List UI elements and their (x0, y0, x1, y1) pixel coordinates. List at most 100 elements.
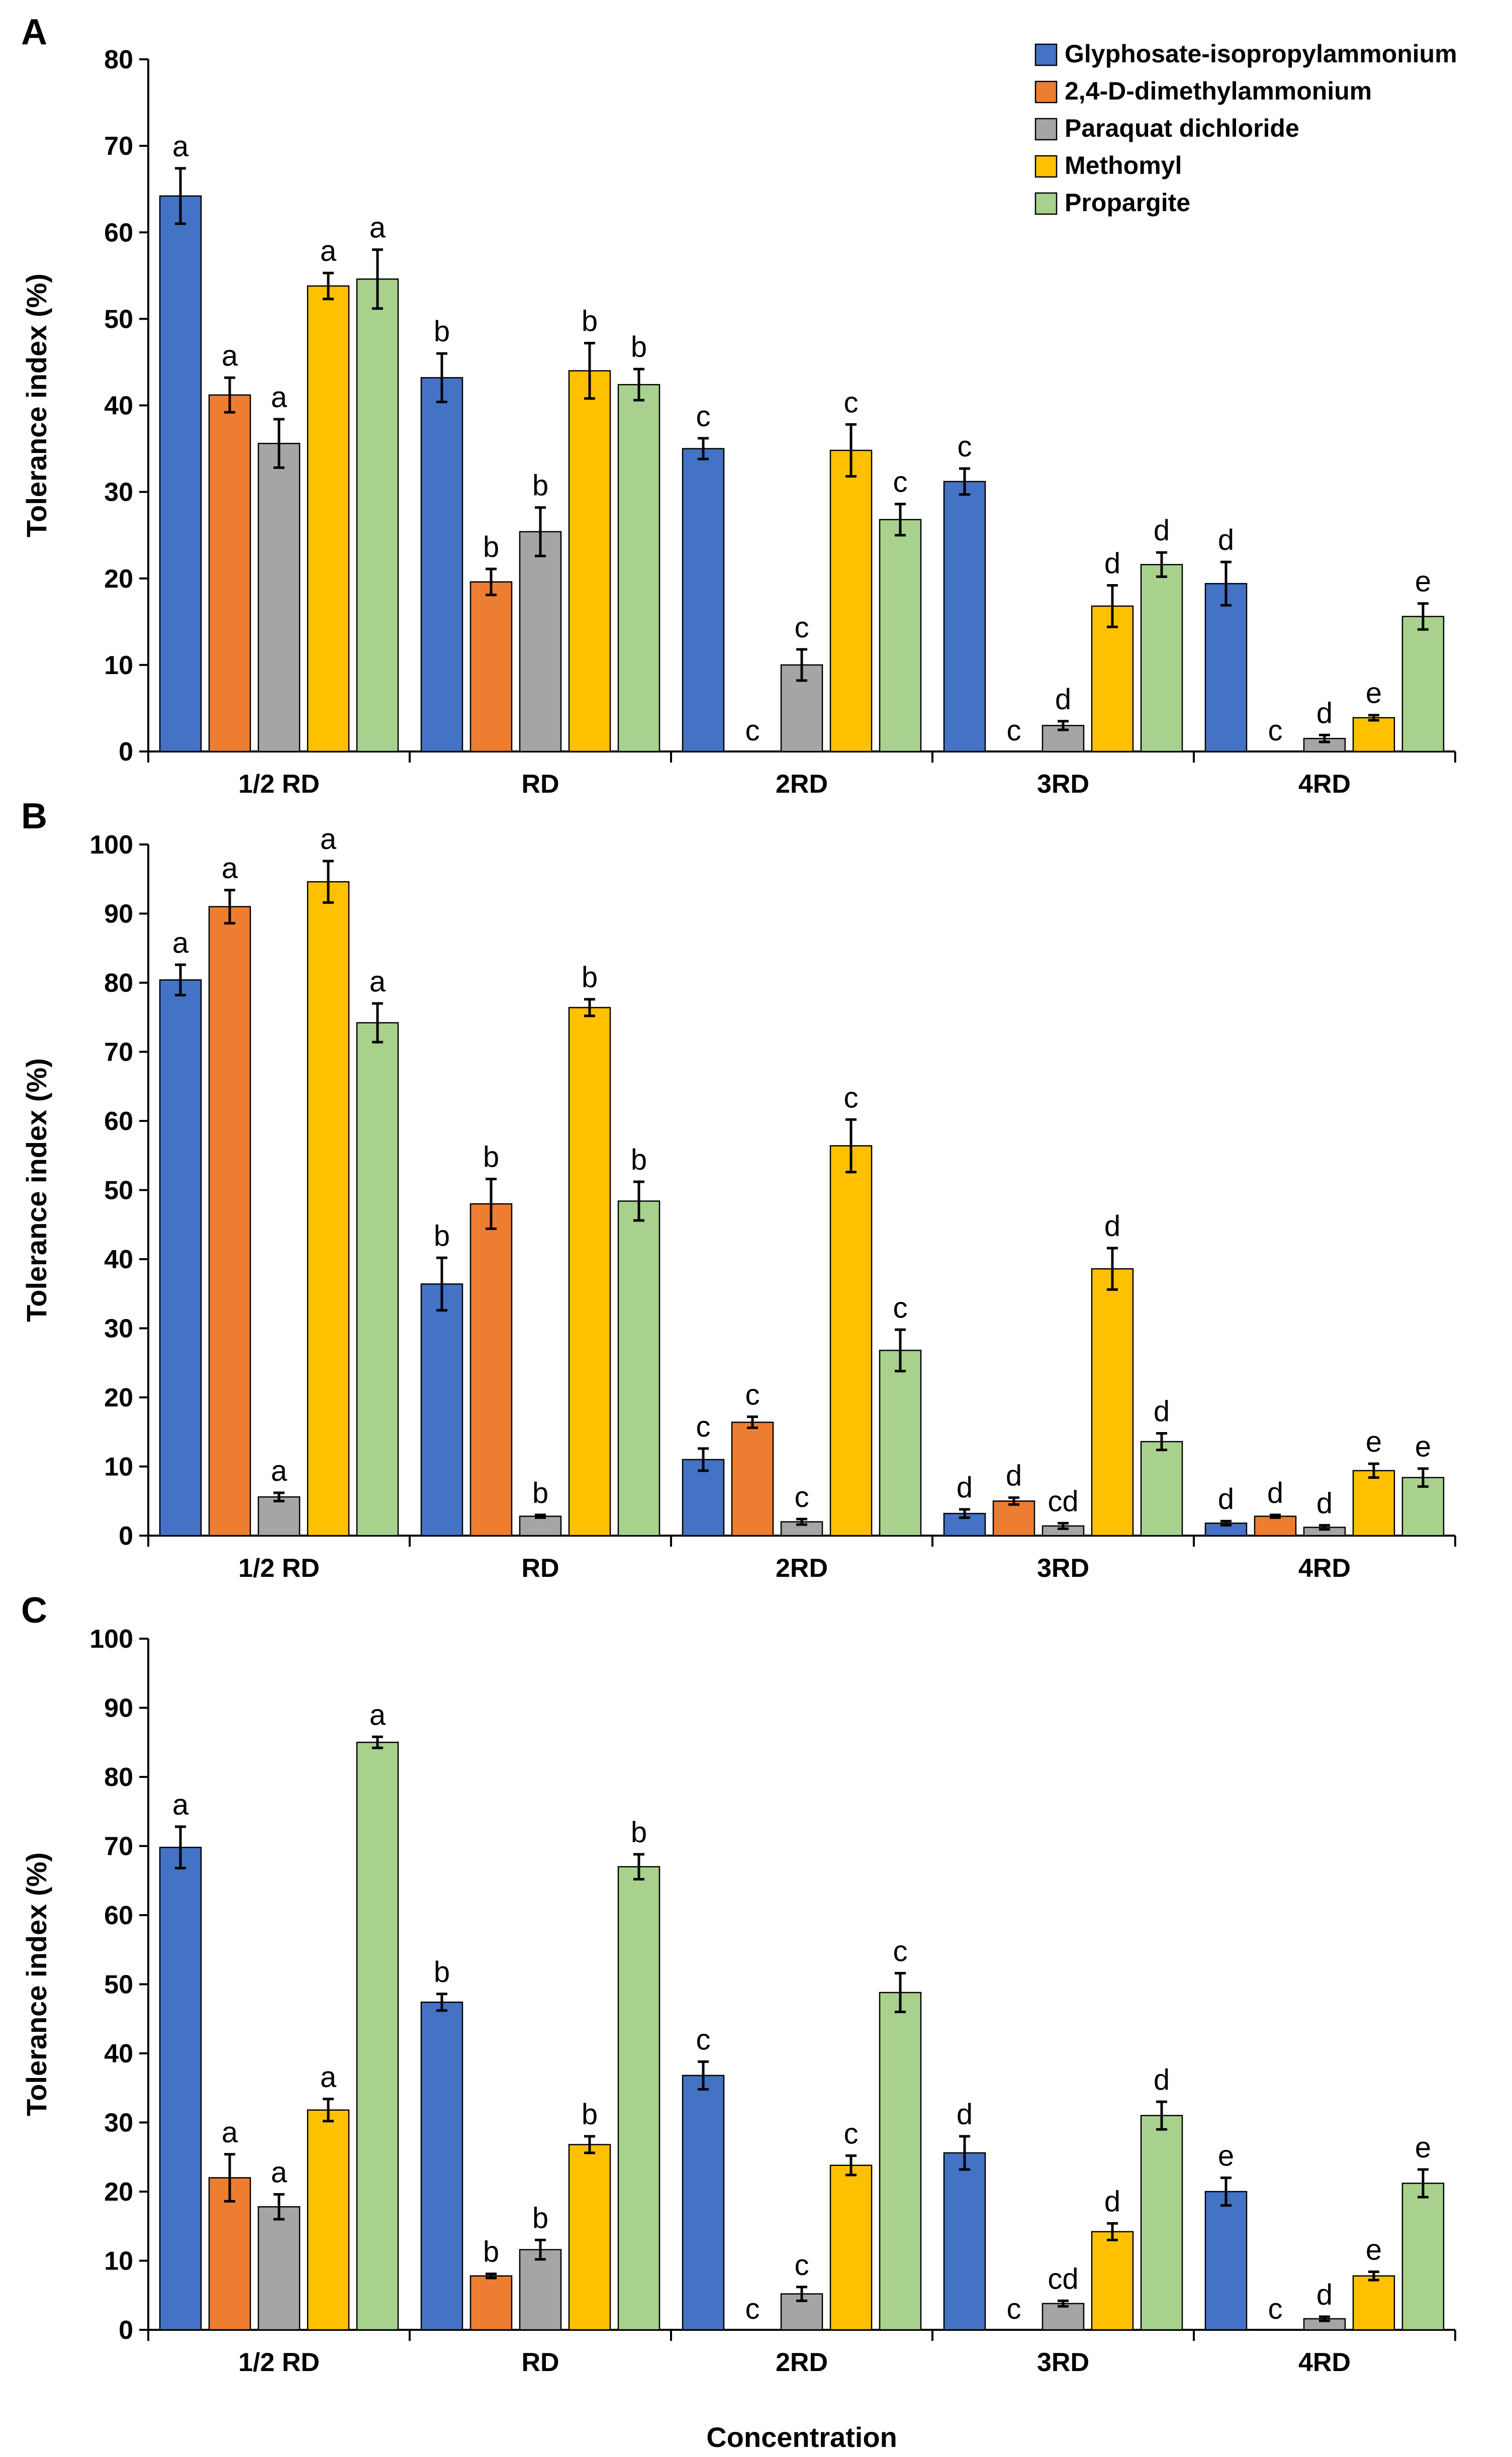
significance-letter: a (320, 2061, 337, 2094)
significance-letter: a (369, 965, 386, 998)
legend-label: Methomyl (1065, 151, 1182, 179)
y-tick-label: 80 (104, 45, 133, 74)
significance-letter: b (434, 1956, 450, 1989)
bar (257, 442, 301, 752)
x-category-label: 2RD (776, 2348, 828, 2377)
bar (356, 278, 399, 752)
panels-layer: A 0 10 20 30 40 50 60 70 80 Tolerance index (%) 1/2… (21, 12, 1457, 2377)
significance-letter: cd (1048, 1485, 1078, 1518)
panel-b: B 0 10 20 30 40 50 60 70 80 90 100 Tolerance index (… (21, 796, 1456, 1583)
significance-letter: b (483, 531, 499, 563)
panel-letter: C (21, 1590, 47, 1631)
bar (1091, 2231, 1134, 2331)
bar (257, 2206, 301, 2331)
significance-letter: c (958, 430, 972, 463)
significance-letter: d (1267, 1477, 1283, 1509)
legend-swatch (1034, 155, 1058, 178)
y-tick-label: 50 (104, 1176, 133, 1205)
significance-letter: b (434, 315, 450, 348)
bar (519, 2249, 562, 2331)
bar (159, 1847, 202, 2331)
y-tick-label: 80 (104, 1763, 133, 1792)
bar (1140, 1441, 1183, 1537)
y-tick-label: 50 (104, 305, 133, 334)
bar (568, 370, 611, 752)
y-tick-label: 20 (104, 564, 133, 594)
legend-swatch (1034, 43, 1058, 66)
y-tick-label: 10 (104, 1453, 133, 1482)
significance-letter: c (745, 1379, 760, 1411)
x-category-label: 3RD (1037, 2348, 1089, 2377)
y-tick-label: 40 (104, 1245, 133, 1274)
significance-letter: b (483, 2236, 499, 2269)
significance-letter: c (1007, 714, 1021, 747)
legend-swatch (1034, 192, 1058, 215)
y-tick-label: 60 (104, 1901, 133, 1930)
y-tick-label: 20 (104, 1383, 133, 1412)
y-tick-label: 10 (104, 651, 133, 680)
significance-letter: e (1415, 565, 1431, 598)
legend-swatch (1034, 118, 1058, 141)
y-tick-label: 30 (104, 1314, 133, 1344)
bar (1204, 583, 1248, 752)
significance-letter: a (320, 823, 337, 856)
significance-letter: a (222, 852, 238, 885)
bar (1091, 1268, 1134, 1537)
bar (879, 519, 922, 752)
x-category-label: 3RD (1037, 1554, 1089, 1583)
significance-letter: d (1104, 547, 1120, 580)
significance-letter: b (532, 1477, 548, 1509)
y-tick-label: 90 (104, 900, 133, 929)
significance-letter: c (1007, 2293, 1021, 2325)
significance-letter: a (369, 1698, 386, 1731)
significance-letter: c (745, 2293, 760, 2325)
significance-letter: d (1055, 683, 1071, 716)
significance-letter: a (222, 339, 238, 372)
bar (879, 1350, 922, 1537)
bar (420, 377, 463, 752)
panel-a: A 0 10 20 30 40 50 60 70 80 Tolerance index (%) 1/2… (21, 12, 1457, 799)
y-tick-label: 90 (104, 1694, 133, 1723)
bar (208, 394, 251, 752)
significance-letter: c (696, 2024, 711, 2056)
y-tick-label: 100 (89, 830, 133, 860)
bar (307, 2109, 350, 2331)
x-category-label: RD (521, 2348, 559, 2377)
x-category-label: 3RD (1037, 770, 1089, 799)
y-tick-label: 0 (119, 1522, 133, 1551)
significance-letter: e (1415, 2131, 1431, 2164)
significance-letter: b (434, 1219, 450, 1252)
significance-letter: a (320, 235, 337, 267)
y-tick-label: 10 (104, 2247, 133, 2276)
bar (1140, 563, 1183, 752)
x-category-label: 1/2 RD (238, 770, 320, 799)
bar (307, 285, 350, 752)
bar (829, 449, 873, 752)
significance-letter: d (1316, 1487, 1333, 1520)
significance-letter: a (172, 926, 189, 959)
significance-letter: c (844, 1081, 859, 1114)
significance-letter: c (893, 1291, 908, 1324)
bar (829, 1145, 873, 1537)
significance-letter: d (1154, 514, 1170, 547)
y-tick-label: 80 (104, 969, 133, 998)
bar (1401, 616, 1445, 752)
bar (1042, 2303, 1085, 2331)
bar (682, 448, 725, 752)
y-tick-label: 50 (104, 1970, 133, 2000)
significance-letter: b (532, 469, 548, 502)
significance-letter: d (957, 1471, 973, 1504)
x-category-label: 1/2 RD (238, 1554, 320, 1583)
bar (879, 1992, 922, 2331)
bar (1140, 2115, 1183, 2331)
bar (1204, 2191, 1248, 2331)
y-tick-label: 20 (104, 2178, 133, 2207)
significance-letter: a (271, 1455, 288, 1487)
significance-letter: cd (1048, 2262, 1078, 2295)
significance-letter: a (172, 1788, 189, 1821)
y-tick-label: 30 (104, 2109, 133, 2138)
significance-letter: e (1366, 1426, 1382, 1458)
significance-letter: b (582, 961, 598, 994)
y-tick-label: 30 (104, 478, 133, 507)
legend-swatch (1034, 80, 1058, 104)
